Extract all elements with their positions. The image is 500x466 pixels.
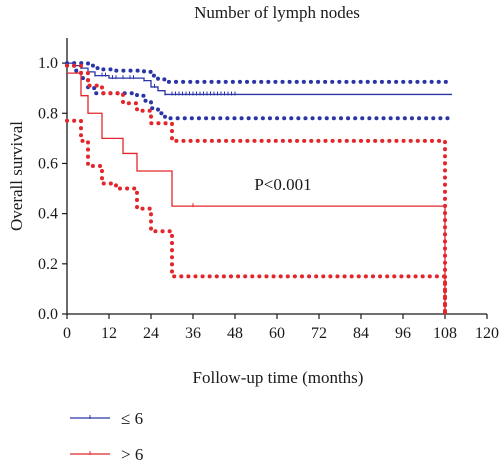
x-tick-label: 36 [185,325,201,342]
x-tick-label: 24 [143,325,159,342]
p-value-annotation: P<0.001 [254,175,311,194]
series-gt6-survival-line [67,72,446,314]
x-tick-label: 120 [475,325,499,342]
y-axis-title: Overall survival [7,121,26,231]
x-axis-title: Follow-up time (months) [193,368,364,387]
y-tick-label: 0.0 [38,306,58,323]
survival-curves [65,61,454,316]
axes: 0 12 24 36 48 60 72 84 96 108 120 0.0 0.2 0.4 0.6 0.8 1.… [38,38,499,342]
series-le6-survival-line [67,62,452,96]
x-tick-label: 84 [353,325,369,342]
x-tick-label: 0 [63,325,71,342]
chart-title: Number of lymph nodes [194,3,360,22]
y-tick-label: 0.6 [38,155,58,172]
y-tick-label: 0.2 [38,256,58,273]
legend: ≤ 6 > 6 [70,409,143,464]
series-le6-lower-ci [65,63,454,121]
series-le6-upper-ci [65,61,454,84]
y-tick-label: 0.8 [38,105,58,122]
x-tick-label: 96 [395,325,411,342]
y-tick-label: 0.4 [38,206,58,223]
x-tick-label: 48 [227,325,243,342]
y-tick-label: 1.0 [38,55,58,72]
legend-label-gt6: > 6 [121,445,143,464]
x-tick-label: 60 [269,325,285,342]
x-tick-label: 12 [101,325,117,342]
x-tick-label: 72 [311,325,327,342]
legend-label-le6: ≤ 6 [121,409,143,428]
series-gt6-lower-ci [65,118,447,316]
series-gt6-upper-ci [65,63,447,316]
x-tick-label: 108 [433,325,457,342]
